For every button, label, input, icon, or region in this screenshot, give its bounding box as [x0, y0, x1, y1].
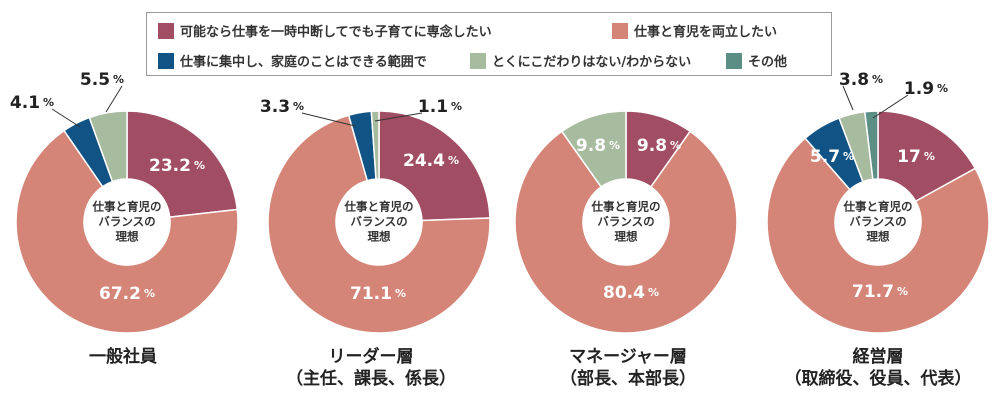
donut-chart — [514, 110, 738, 334]
center-label: 仕事と育児の — [344, 200, 414, 214]
center-label: バランスの — [98, 215, 155, 229]
group-label: 経営層 （取締役、役員、代表） — [758, 346, 998, 390]
donut-center — [584, 180, 668, 264]
data-label: 5.7% — [810, 147, 854, 167]
leader-line — [51, 108, 81, 128]
donut-chart — [766, 110, 990, 334]
legend-item: とくにこだわりはない/わからない — [470, 51, 691, 70]
data-label: 3.3% — [260, 97, 304, 117]
group-label-line: リーダー層 — [328, 347, 414, 367]
group-label-line: （主任、課長、係長） — [286, 369, 456, 389]
legend-label: 仕事と育児を両立したい — [634, 25, 778, 40]
group-label-line: 一般社員 — [89, 347, 157, 367]
donut-center — [337, 180, 421, 264]
leader-line — [872, 94, 909, 119]
data-label: 4.1% — [10, 93, 54, 113]
legend-swatch — [612, 22, 628, 39]
data-label: 3.8% — [839, 70, 883, 90]
data-label: 1.9% — [904, 79, 948, 99]
chart-legend: 可能なら仕事を一時中断してでも子育てに専念したい 仕事と育児を両立したい 仕事に… — [146, 12, 832, 76]
legend-swatch — [158, 52, 174, 69]
pie-slice — [863, 110, 879, 181]
center-label: 理想 — [368, 230, 391, 244]
legend-label: 可能なら仕事を一時中断してでも子育てに専念したい — [180, 25, 492, 40]
group-label-line: （部長、本部長） — [560, 369, 696, 389]
pie-slice — [514, 130, 738, 334]
group-label: リーダー層 （主任、課長、係長） — [251, 346, 491, 390]
center-label: 仕事と育児の — [843, 200, 913, 214]
leader-line — [374, 112, 423, 122]
pie-slice — [378, 110, 491, 222]
legend-item: 仕事に集中し、家庭のことはできる範囲で — [158, 51, 427, 70]
group-label: マネージャー層 （部長、本部長） — [508, 346, 748, 390]
group-label: 一般社員 — [3, 346, 243, 368]
center-label: 理想 — [615, 230, 638, 244]
data-label: 9.8% — [576, 136, 620, 156]
center-label: 仕事と育児の — [591, 200, 661, 214]
pie-slice — [88, 110, 128, 183]
legend-swatch — [158, 22, 174, 39]
legend-item: 可能なら仕事を一時中断してでも子育てに専念したい — [158, 21, 492, 40]
pie-slice — [560, 110, 627, 188]
legend-label: その他 — [748, 55, 788, 70]
data-label: 5.5% — [80, 70, 124, 90]
legend-label: とくにこだわりはない/わからない — [492, 55, 692, 70]
leader-line — [301, 112, 356, 127]
legend-item: 仕事と育児を両立したい — [612, 21, 777, 40]
group-label-line: 経営層 — [852, 347, 904, 367]
legend-label: 仕事に集中し、家庭のことはできる範囲で — [180, 55, 427, 70]
pie-slice — [877, 110, 977, 203]
center-label: 理想 — [867, 230, 890, 244]
group-label-line: （取締役、役員、代表） — [784, 369, 972, 389]
center-label: バランスの — [849, 215, 906, 229]
center-label: 仕事と育児の — [92, 200, 162, 214]
legend-swatch — [726, 52, 742, 69]
donut-center — [85, 180, 169, 264]
data-label: 9.8% — [637, 136, 681, 156]
pie-slice — [766, 137, 990, 334]
legend-swatch — [470, 52, 486, 69]
pie-slice — [267, 114, 491, 334]
data-label: 1.1% — [418, 97, 462, 117]
legend-item: その他 — [726, 51, 787, 70]
center-label: バランスの — [597, 215, 654, 229]
pie-slice — [370, 110, 380, 180]
leader-line — [842, 85, 854, 111]
donut-chart — [267, 110, 491, 334]
donut-chart — [15, 110, 239, 334]
center-label: 理想 — [116, 230, 139, 244]
pie-slice — [15, 129, 239, 334]
pie-slice — [126, 110, 239, 218]
leader-line — [105, 85, 123, 113]
center-label: バランスの — [350, 215, 407, 229]
data-label: 17% — [897, 147, 935, 167]
group-label-line: マネージャー層 — [569, 347, 687, 367]
donut-center — [836, 180, 920, 264]
